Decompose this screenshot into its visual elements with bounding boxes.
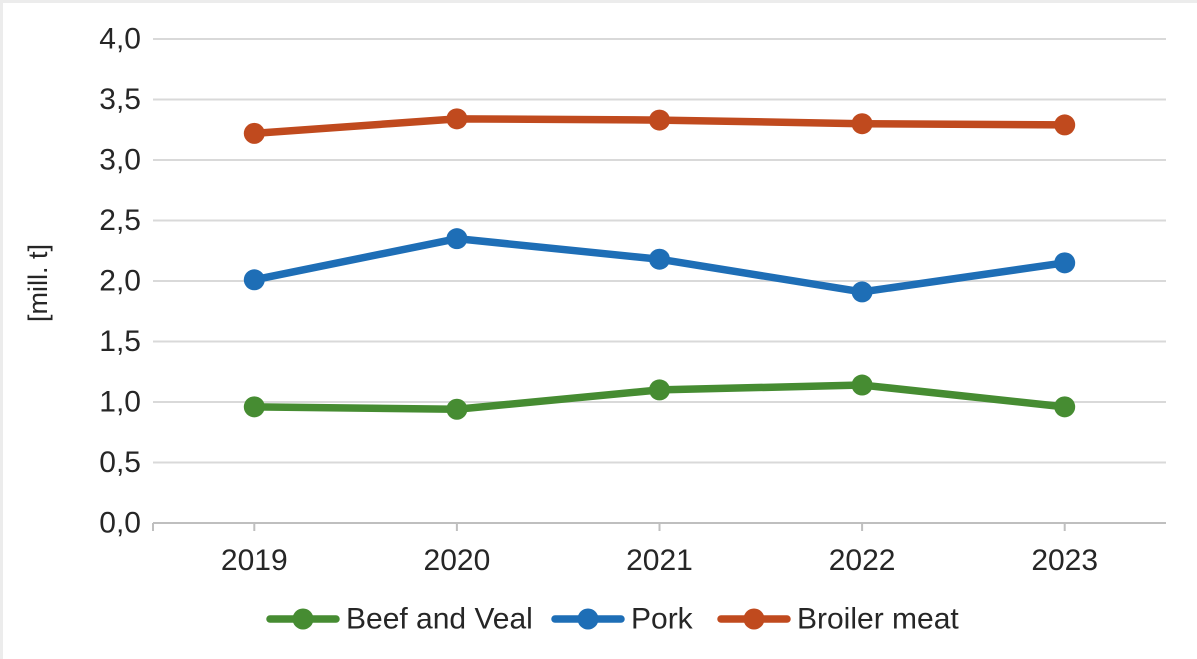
x-tick-label: 2020 <box>424 544 491 577</box>
y-tick-label: 2,0 <box>99 265 141 298</box>
legend-marker-dot <box>577 608 599 630</box>
x-tick-label: 2019 <box>221 544 288 577</box>
y-tick-label: 0,5 <box>99 446 141 479</box>
data-series <box>243 108 1076 420</box>
legend-marker-dot <box>292 608 314 630</box>
data-point-marker <box>851 281 873 303</box>
line-chart: 0,0 0,5 1,0 1,5 2,0 2,5 3,0 3,5 4,0 2019 2020 2021… <box>23 23 1166 636</box>
data-point-marker <box>243 269 265 291</box>
x-tick-label: 2021 <box>626 544 693 577</box>
y-tick-label: 0,0 <box>99 507 141 540</box>
y-axis-title: [mill. t] <box>23 244 53 322</box>
y-tick-label: 1,0 <box>99 386 141 419</box>
y-tick-label: 3,0 <box>99 144 141 177</box>
x-tick-label: 2023 <box>1031 544 1098 577</box>
x-tick-label: 2022 <box>829 544 896 577</box>
y-axis-tick-labels: 0,0 0,5 1,0 1,5 2,0 2,5 3,0 3,5 4,0 <box>99 23 141 540</box>
data-point-marker <box>1054 252 1076 274</box>
legend-label: Pork <box>631 603 694 636</box>
legend-item-broiler-meat: Broiler meat <box>717 603 959 636</box>
data-point-marker <box>851 374 873 396</box>
data-point-marker <box>446 398 468 420</box>
y-tick-label: 3,5 <box>99 83 141 116</box>
data-point-marker <box>1054 114 1076 136</box>
data-point-marker <box>649 379 670 401</box>
legend-item-beef-and-veal: Beef and Veal <box>266 603 533 636</box>
legend-label: Broiler meat <box>797 603 959 636</box>
data-point-marker <box>649 109 670 131</box>
data-point-marker <box>1054 396 1076 418</box>
legend-marker-dot <box>743 608 765 630</box>
data-point-marker <box>446 108 468 130</box>
data-point-marker <box>649 248 670 270</box>
y-tick-label: 4,0 <box>99 23 141 56</box>
y-tick-label: 2,5 <box>99 204 141 237</box>
legend-label: Beef and Veal <box>346 603 533 636</box>
data-point-marker <box>243 122 265 144</box>
data-point-marker <box>851 113 873 135</box>
gridlines <box>153 38 1166 524</box>
data-point-marker <box>243 396 265 418</box>
x-axis: 2019 2020 2021 2022 2023 <box>152 522 1166 577</box>
legend: Beef and Veal Pork Broiler meat <box>266 603 959 636</box>
data-point-marker <box>446 228 468 250</box>
y-tick-label: 1,5 <box>99 325 141 358</box>
legend-item-pork: Pork <box>551 603 694 636</box>
